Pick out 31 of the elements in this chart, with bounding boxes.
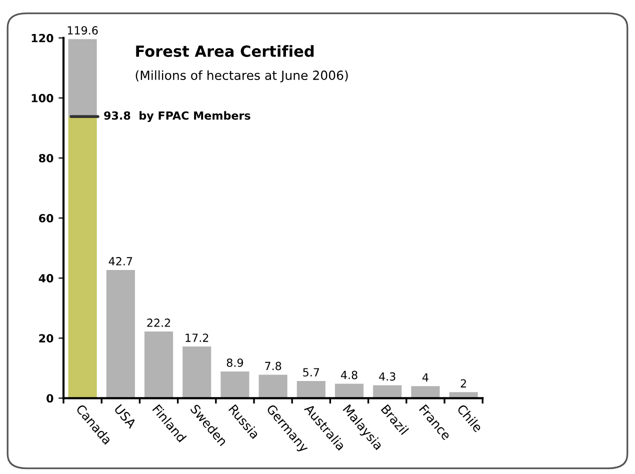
annotation: 93.8 by FPAC Members	[104, 111, 250, 122]
bar	[106, 270, 135, 398]
bar	[144, 332, 174, 398]
total-label: 8.9	[226, 358, 244, 367]
y-tick-label: 0	[46, 394, 54, 403]
y-tick-label: 120	[32, 34, 54, 42]
bar	[258, 374, 288, 398]
y-tick-label: 100	[32, 94, 54, 102]
total-label: 17.2	[186, 334, 208, 342]
total-label: 4.8	[340, 370, 358, 380]
bar	[220, 371, 250, 398]
total-label: 2	[460, 379, 466, 388]
text: (Millions of hectares at June 2006)	[136, 70, 348, 82]
total-label: 4.3	[379, 372, 396, 381]
bar	[334, 384, 364, 398]
total-label: 119.6	[68, 26, 98, 35]
bar	[182, 346, 212, 398]
bar	[296, 381, 326, 398]
total-label: 42.7	[108, 257, 132, 266]
y-tick-label: 60	[39, 214, 54, 222]
y-tick-label: 20	[39, 334, 54, 342]
total-label: 7.8	[265, 362, 282, 370]
bar	[68, 39, 97, 117]
chart-title: Forest Area Certified	[136, 45, 314, 57]
y-tick-label: 40	[38, 274, 54, 282]
y-tick-label: 80	[38, 154, 54, 162]
total-label: 22.2	[147, 318, 170, 327]
bar	[411, 386, 440, 398]
total-label: 5.7	[303, 368, 320, 376]
bar	[68, 116, 97, 398]
total-label: 4	[422, 373, 428, 382]
